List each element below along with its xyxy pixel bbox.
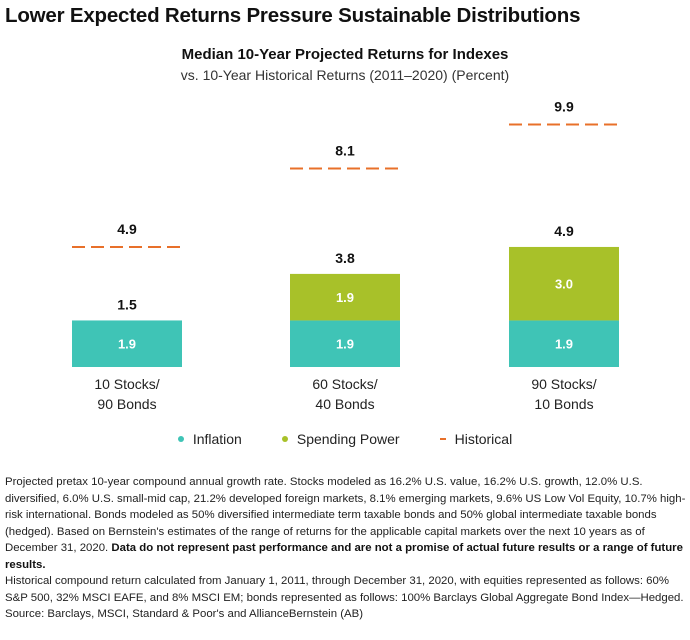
historical-label-2: 9.9: [554, 98, 574, 114]
inflation-dot-icon: [177, 436, 184, 442]
spending-power-dot-icon: [281, 436, 288, 442]
legend: Inflation Spending Power Historical: [0, 431, 690, 447]
bar-inflation-2: [509, 320, 619, 367]
historical-label-1: 8.1: [335, 143, 355, 159]
historical-dash-icon: [439, 438, 446, 440]
total-label-1: 3.8: [335, 250, 355, 266]
legend-item-spending-power: Spending Power: [281, 431, 400, 447]
footnotes: Projected pretax 10-year compound annual…: [5, 474, 689, 623]
category-label-1-1: 40 Bonds: [315, 396, 374, 412]
bar-label-spending-power-2: 3.0: [555, 277, 573, 292]
legend-label-spending-power: Spending Power: [296, 431, 400, 447]
category-label-0-1: 90 Bonds: [97, 396, 156, 412]
bar-spending-power-1: [290, 273, 400, 321]
legend-item-inflation: Inflation: [177, 431, 242, 447]
chart-area: 1.9 1.5 4.9 10 Stocks/90 Bonds 1.9 1.9 3.8 8.1 6…: [72, 98, 619, 412]
headline: Lower Expected Returns Pressure Sustaina…: [5, 4, 581, 27]
category-label-2-0: 90 Stocks/: [531, 376, 596, 392]
footnote-source: Source: Barclays, MSCI, Standard & Poor'…: [5, 608, 363, 620]
category-label-2-1: 10 Bonds: [534, 396, 593, 412]
historical-label-0: 4.9: [117, 221, 137, 237]
legend-label-inflation: Inflation: [192, 431, 242, 447]
bar-label-inflation-0: 1.9: [118, 337, 136, 352]
total-label-2: 4.9: [554, 223, 574, 239]
legend-label-historical: Historical: [454, 431, 513, 447]
chart-title: Median 10-Year Projected Returns for Ind…: [181, 46, 509, 63]
bar-spending-power-2: [509, 246, 619, 321]
category-label-1-0: 60 Stocks/: [312, 376, 377, 392]
bar-label-inflation-2: 1.9: [555, 337, 573, 352]
bar-label-inflation-1: 1.9: [336, 337, 354, 352]
bar-inflation-1: [290, 320, 400, 367]
chart-subtitle: vs. 10-Year Historical Returns (2011–202…: [180, 67, 510, 83]
footnote-disclaimer: Data do not represent past performance a…: [5, 542, 683, 571]
footnote-methodology: Projected pretax 10-year compound annual…: [5, 474, 689, 573]
legend-item-historical: Historical: [439, 431, 513, 447]
total-label-0: 1.5: [117, 296, 137, 312]
bar-inflation-0: [72, 320, 182, 367]
category-label-0-0: 10 Stocks/: [94, 376, 159, 392]
footnote-methodology-text: Projected pretax 10-year compound annual…: [5, 476, 686, 554]
bar-label-spending-power-1: 1.9: [336, 290, 354, 305]
footnote-historical: Historical compound return calculated fr…: [5, 575, 684, 604]
